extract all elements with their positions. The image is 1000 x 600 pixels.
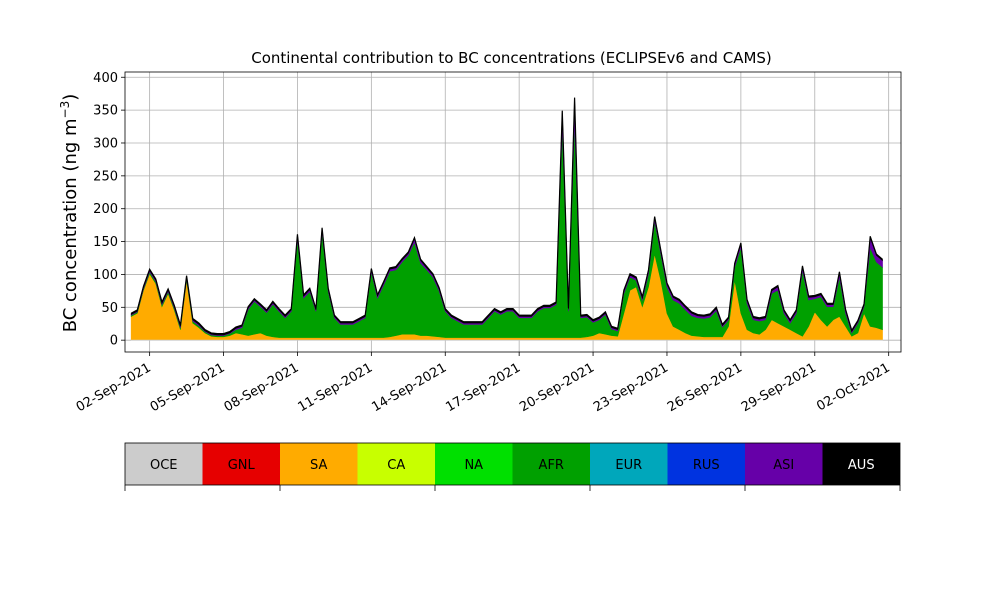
y-tick-label: 400: [93, 71, 118, 86]
x-tick-label: 05-Sep-2021: [148, 360, 228, 415]
area-asi: [130, 100, 883, 336]
x-tick-label: 20-Sep-2021: [517, 360, 597, 415]
legend-swatch-rus: [667, 443, 745, 485]
legend-swatch-oce: [125, 443, 203, 485]
legend-label-oce: OCE: [150, 458, 178, 473]
x-tick-label: 02-Oct-2021: [814, 360, 892, 414]
x-axis-ticks: 02-Sep-202105-Sep-202108-Sep-202111-Sep-…: [74, 352, 893, 415]
legend-colorbar: OCE GNL SA CA NA AFR EUR RUS ASI AUS: [124, 442, 901, 491]
x-tick-label: 14-Sep-2021: [369, 360, 449, 415]
legend-label-sa: SA: [310, 458, 327, 473]
legend-label-eur: EUR: [615, 458, 642, 473]
legend-frame: [124, 442, 901, 486]
x-tick-label: 08-Sep-2021: [222, 360, 302, 415]
legend-label-aus: AUS: [848, 458, 875, 473]
legend-swatch-ca: [357, 443, 435, 485]
x-tick-label: 26-Sep-2021: [665, 360, 745, 415]
legend-swatch-asi: [745, 443, 823, 485]
y-axis-label-superscript: −3: [58, 101, 72, 119]
x-tick-label: 23-Sep-2021: [591, 360, 671, 415]
area-afr: [130, 120, 883, 338]
y-tick-label: 300: [93, 136, 118, 151]
y-tick-label: 0: [110, 334, 118, 349]
legend-swatch-na: [435, 443, 513, 485]
total-line: [130, 97, 883, 335]
x-tick-label: 17-Sep-2021: [443, 360, 523, 415]
y-tick-label: 200: [93, 202, 118, 217]
y-tick-label: 350: [93, 104, 118, 119]
legend-label-afr: AFR: [539, 458, 564, 473]
y-axis-label-main: BC concentration (ng m: [60, 118, 81, 332]
y-tick-label: 250: [93, 169, 118, 184]
x-tick-label: 29-Sep-2021: [739, 360, 819, 415]
legend-swatch-sa: [280, 443, 358, 485]
stacked-areas: [130, 97, 883, 341]
y-tick-label: 50: [101, 301, 118, 316]
chart-title: Continental contribution to BC concentra…: [251, 49, 772, 67]
y-axis-label: BC concentration (ng m−3): [58, 94, 81, 333]
plot-frame: [124, 71, 902, 353]
legend-label-gnl: GNL: [228, 458, 256, 473]
legend-label-asi: ASI: [773, 458, 794, 473]
grid: [125, 72, 901, 352]
y-tick-label: 150: [93, 235, 118, 250]
legend-label-na: NA: [464, 458, 483, 473]
legend-swatch-gnl: [202, 443, 280, 485]
axes: [124, 71, 902, 353]
legend-swatch-afr: [512, 443, 590, 485]
legend-label-ca: CA: [387, 458, 405, 473]
y-axis-ticks: 0 50 100 150 200 250 300 350 400: [93, 71, 125, 349]
legend-swatch-eur: [590, 443, 668, 485]
legend-label-rus: RUS: [693, 458, 720, 473]
x-tick-label: 11-Sep-2021: [296, 360, 376, 415]
y-axis-label-suffix: ): [60, 94, 81, 101]
legend-swatch-aus: [822, 443, 900, 485]
x-tick-label: 02-Sep-2021: [74, 360, 154, 415]
y-tick-label: 100: [93, 268, 118, 283]
